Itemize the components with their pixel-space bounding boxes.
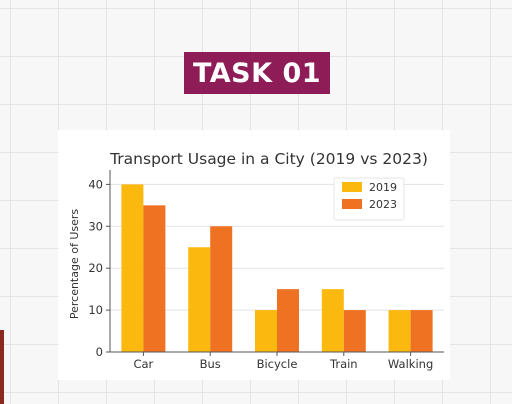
task-badge-label: TASK 01	[192, 57, 322, 89]
bar-2019-train	[321, 289, 344, 352]
x-tick-label: Bicycle	[257, 357, 298, 371]
legend-label-2019: 2019	[369, 181, 397, 194]
x-tick-label: Car	[133, 357, 153, 371]
bar-2023-train	[343, 310, 366, 352]
y-tick-label: 40	[88, 177, 103, 191]
legend-swatch-2019	[342, 182, 362, 192]
legend-swatch-2023	[342, 199, 362, 209]
x-tick-label: Walking	[388, 357, 433, 371]
task-badge: TASK 01	[184, 52, 330, 94]
left-edge-strip	[0, 330, 4, 404]
y-tick-label: 30	[88, 219, 103, 233]
y-tick-label: 10	[88, 303, 103, 317]
bar-2023-bicycle	[277, 289, 299, 352]
bar-chart: Transport Usage in a City (2019 vs 2023)…	[68, 150, 444, 371]
bar-2023-car	[143, 205, 166, 352]
y-axis-label: Percentage of Users	[68, 209, 81, 320]
x-tick-label: Bus	[200, 357, 221, 371]
y-tick-label: 0	[96, 345, 103, 359]
bar-2019-bus	[188, 247, 211, 352]
y-tick-label: 20	[88, 261, 103, 275]
bar-2019-bicycle	[255, 310, 277, 352]
bar-2023-bus	[210, 226, 233, 352]
bar-2019-walking	[388, 310, 411, 352]
bar-2019-car	[121, 184, 144, 352]
chart-card: Transport Usage in a City (2019 vs 2023)…	[58, 130, 450, 380]
legend-label-2023: 2023	[369, 198, 397, 211]
x-tick-label: Train	[329, 357, 358, 371]
chart-title: Transport Usage in a City (2019 vs 2023)	[109, 150, 428, 168]
bar-2023-walking	[410, 310, 433, 352]
